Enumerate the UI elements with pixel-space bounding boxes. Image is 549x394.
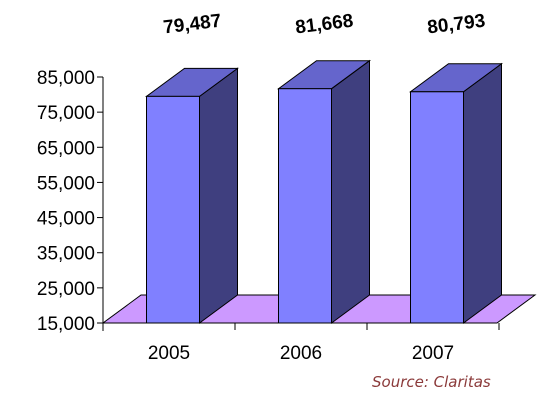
- bar-side: [199, 67, 238, 324]
- y-tick-label: 35,000: [37, 244, 95, 265]
- y-tick-label: 45,000: [37, 209, 95, 230]
- x-tick-label: 2005: [148, 343, 190, 364]
- source-note: Source: Claritas: [372, 373, 491, 391]
- y-tick-label: 75,000: [37, 103, 95, 124]
- x-tick-label: 2006: [280, 343, 322, 364]
- bar-2007: [408, 62, 504, 324]
- data-label: 81,668: [294, 11, 354, 39]
- data-label: 80,793: [426, 11, 486, 39]
- bar-front: [278, 88, 332, 324]
- bar-front: [146, 95, 200, 324]
- bar-front: [410, 91, 464, 324]
- bar-side: [331, 59, 370, 324]
- data-label: 79,487: [162, 11, 222, 39]
- y-tick-label: 25,000: [37, 279, 95, 300]
- y-tick-label: 65,000: [37, 138, 95, 159]
- y-tick-label: 85,000: [37, 68, 95, 89]
- x-tick-label: 2007: [412, 343, 454, 364]
- bar-2006: [276, 59, 372, 324]
- y-tick-label: 55,000: [37, 173, 95, 194]
- bar-side: [463, 62, 502, 324]
- y-tick-label: 15,000: [37, 314, 95, 335]
- bar-2005: [144, 67, 240, 324]
